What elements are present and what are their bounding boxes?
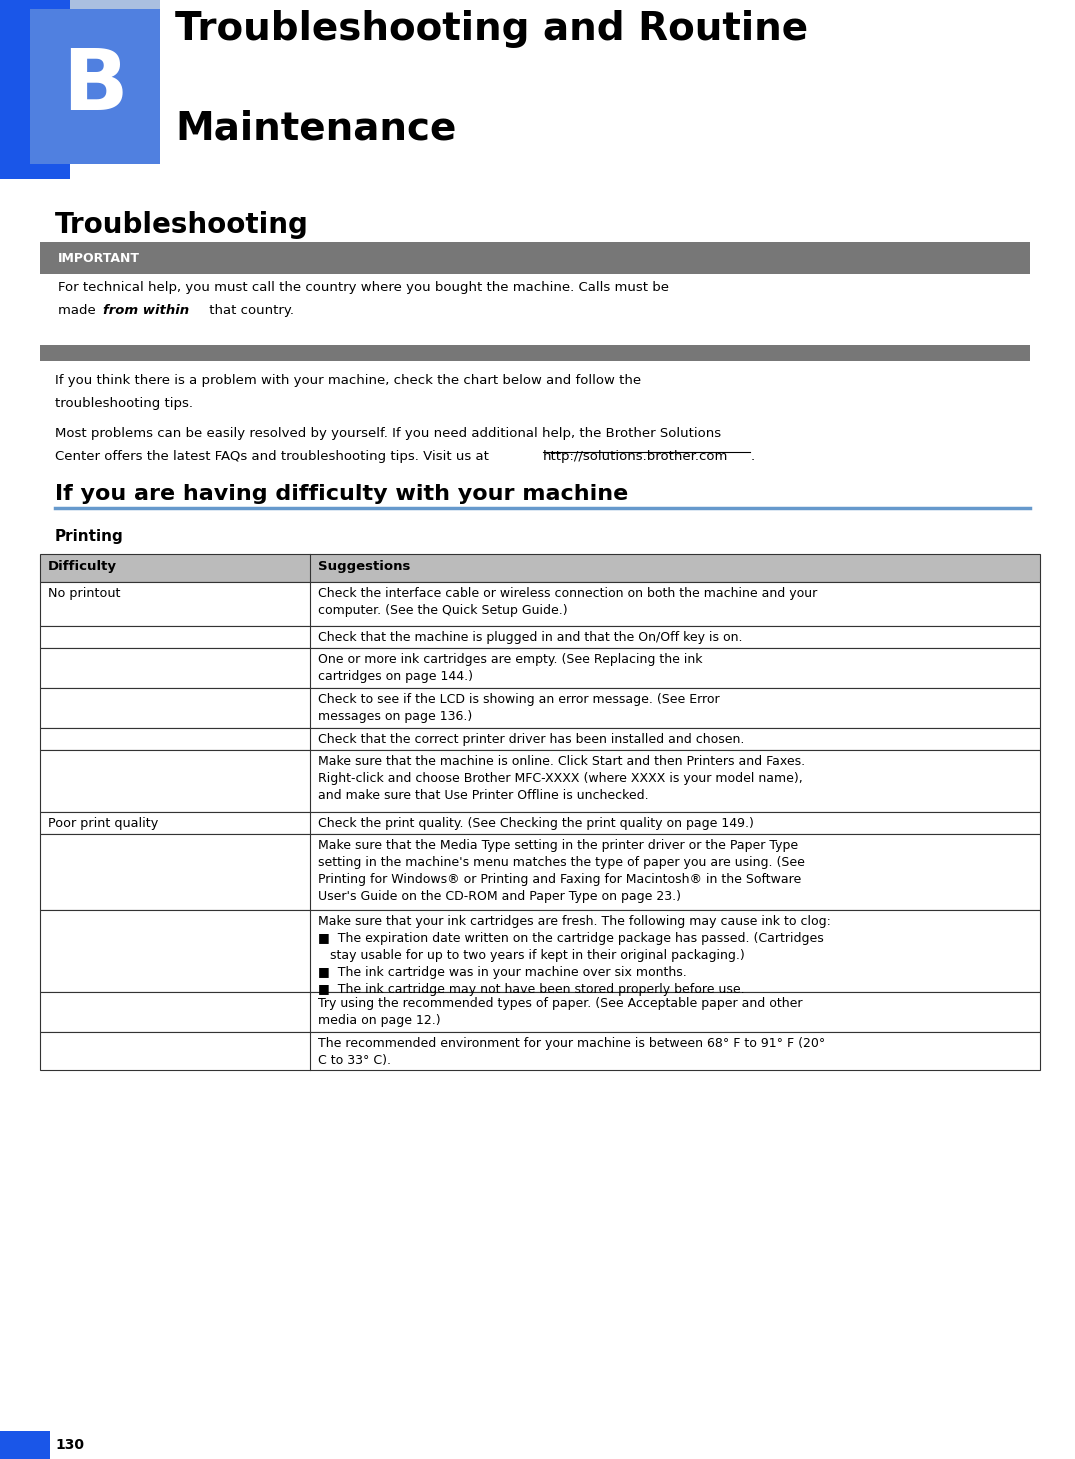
FancyBboxPatch shape xyxy=(40,344,1030,360)
FancyBboxPatch shape xyxy=(40,689,1040,728)
Text: Troubleshooting: Troubleshooting xyxy=(55,212,309,239)
FancyBboxPatch shape xyxy=(40,728,1040,750)
Text: Center offers the latest FAQs and troubleshooting tips. Visit us at: Center offers the latest FAQs and troubl… xyxy=(55,449,493,463)
FancyBboxPatch shape xyxy=(40,835,1040,910)
FancyBboxPatch shape xyxy=(40,992,1040,1032)
Text: that country.: that country. xyxy=(205,303,293,317)
Text: Check the print quality. (See Checking the print quality on page 149.): Check the print quality. (See Checking t… xyxy=(318,817,754,830)
Text: made: made xyxy=(58,303,100,317)
Text: Make sure that the machine is online. Click Start and then Printers and Faxes.
R: Make sure that the machine is online. Cl… xyxy=(318,754,805,802)
FancyBboxPatch shape xyxy=(0,1431,51,1459)
Text: For technical help, you must call the country where you bought the machine. Call: For technical help, you must call the co… xyxy=(58,282,669,295)
Text: .: . xyxy=(751,449,755,463)
Text: One or more ink cartridges are empty. (See Replacing the ink
cartridges on page : One or more ink cartridges are empty. (S… xyxy=(318,654,702,683)
Text: No printout: No printout xyxy=(48,587,120,600)
Text: Difficulty: Difficulty xyxy=(48,560,117,573)
FancyBboxPatch shape xyxy=(0,0,1075,60)
Text: IMPORTANT: IMPORTANT xyxy=(58,251,140,264)
Text: http://solutions.brother.com: http://solutions.brother.com xyxy=(543,449,729,463)
FancyBboxPatch shape xyxy=(40,750,1040,813)
Text: Suggestions: Suggestions xyxy=(318,560,411,573)
Text: Make sure that the Media Type setting in the printer driver or the Paper Type
se: Make sure that the Media Type setting in… xyxy=(318,839,805,903)
Text: If you are having difficulty with your machine: If you are having difficulty with your m… xyxy=(55,484,628,503)
Text: Make sure that your ink cartridges are fresh. The following may cause ink to clo: Make sure that your ink cartridges are f… xyxy=(318,915,831,996)
Text: Maintenance: Maintenance xyxy=(175,109,457,147)
FancyBboxPatch shape xyxy=(40,554,1040,582)
Text: Most problems can be easily resolved by yourself. If you need additional help, t: Most problems can be easily resolved by … xyxy=(55,427,721,441)
Text: The recommended environment for your machine is between 68° F to 91° F (20°
C to: The recommended environment for your mac… xyxy=(318,1037,826,1067)
Text: 130: 130 xyxy=(55,1439,84,1452)
FancyBboxPatch shape xyxy=(40,813,1040,835)
Text: troubleshooting tips.: troubleshooting tips. xyxy=(55,397,194,410)
Text: Check to see if the LCD is showing an error message. (See Error
messages on page: Check to see if the LCD is showing an er… xyxy=(318,693,719,724)
Text: from within: from within xyxy=(103,303,189,317)
Text: Poor print quality: Poor print quality xyxy=(48,817,158,830)
FancyBboxPatch shape xyxy=(30,9,160,163)
Text: Check the interface cable or wireless connection on both the machine and your
co: Check the interface cable or wireless co… xyxy=(318,587,817,617)
FancyBboxPatch shape xyxy=(40,582,1040,626)
FancyBboxPatch shape xyxy=(40,910,1040,992)
Text: Check that the machine is plugged in and that the On/Off key is on.: Check that the machine is plugged in and… xyxy=(318,630,743,643)
Text: Printing: Printing xyxy=(55,530,124,544)
Text: If you think there is a problem with your machine, check the chart below and fol: If you think there is a problem with you… xyxy=(55,374,641,387)
FancyBboxPatch shape xyxy=(40,242,1030,274)
FancyBboxPatch shape xyxy=(40,1032,1040,1069)
FancyBboxPatch shape xyxy=(40,626,1040,648)
FancyBboxPatch shape xyxy=(0,0,70,179)
FancyBboxPatch shape xyxy=(40,648,1040,689)
FancyBboxPatch shape xyxy=(160,0,1075,179)
Text: Troubleshooting and Routine: Troubleshooting and Routine xyxy=(175,10,808,48)
Text: Check that the correct printer driver has been installed and chosen.: Check that the correct printer driver ha… xyxy=(318,732,744,746)
Text: Try using the recommended types of paper. (See Acceptable paper and other
media : Try using the recommended types of paper… xyxy=(318,996,803,1027)
Text: B: B xyxy=(62,45,128,128)
